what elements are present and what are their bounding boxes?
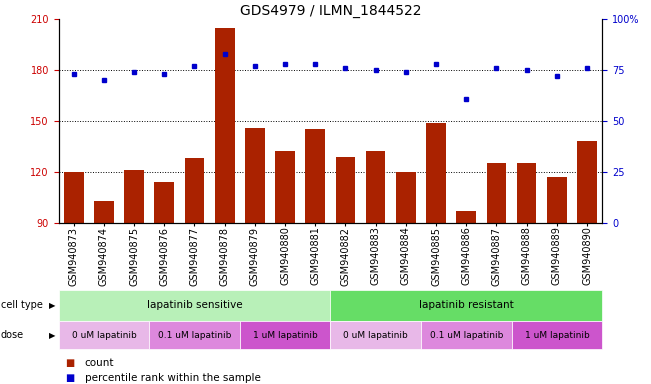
Bar: [577, 141, 597, 223]
Text: GSM940877: GSM940877: [189, 227, 199, 286]
Text: ▶: ▶: [49, 331, 55, 339]
Bar: [154, 182, 174, 223]
Text: GSM940890: GSM940890: [582, 227, 592, 285]
Bar: [517, 163, 536, 223]
Text: GSM940875: GSM940875: [129, 227, 139, 286]
Text: 1 uM lapatinib: 1 uM lapatinib: [253, 331, 318, 339]
Bar: [94, 201, 114, 223]
Text: percentile rank within the sample: percentile rank within the sample: [85, 373, 260, 383]
Bar: [245, 128, 265, 223]
Bar: [59, 321, 149, 349]
Bar: [305, 129, 325, 223]
Text: GSM940885: GSM940885: [431, 227, 441, 286]
Text: ▶: ▶: [49, 301, 55, 310]
Bar: [487, 163, 506, 223]
Bar: [331, 321, 421, 349]
Text: cell type: cell type: [1, 300, 42, 310]
Text: 0 uM lapatinib: 0 uM lapatinib: [72, 331, 136, 339]
Text: GSM940887: GSM940887: [492, 227, 501, 286]
Text: 0 uM lapatinib: 0 uM lapatinib: [343, 331, 408, 339]
Text: 0.1 uM lapatinib: 0.1 uM lapatinib: [158, 331, 231, 339]
Text: GSM940873: GSM940873: [69, 227, 79, 286]
Bar: [336, 157, 355, 223]
Bar: [421, 321, 512, 349]
Text: GSM940881: GSM940881: [311, 227, 320, 285]
Text: GSM940888: GSM940888: [521, 227, 532, 285]
Bar: [512, 321, 602, 349]
Bar: [185, 158, 204, 223]
Text: GSM940879: GSM940879: [250, 227, 260, 286]
Text: GSM940886: GSM940886: [462, 227, 471, 285]
Text: ■: ■: [65, 373, 74, 383]
Text: GSM940884: GSM940884: [401, 227, 411, 285]
Bar: [124, 170, 144, 223]
Text: 1 uM lapatinib: 1 uM lapatinib: [525, 331, 589, 339]
Text: ■: ■: [65, 358, 74, 368]
Bar: [396, 172, 416, 223]
Text: count: count: [85, 358, 114, 368]
Bar: [59, 290, 330, 321]
Bar: [275, 152, 295, 223]
Text: GSM940880: GSM940880: [280, 227, 290, 285]
Bar: [366, 152, 385, 223]
Text: dose: dose: [1, 330, 24, 340]
Text: GSM940882: GSM940882: [340, 227, 350, 286]
Bar: [426, 122, 446, 223]
Text: lapatinib resistant: lapatinib resistant: [419, 300, 514, 310]
Title: GDS4979 / ILMN_1844522: GDS4979 / ILMN_1844522: [240, 4, 421, 18]
Text: GSM940878: GSM940878: [219, 227, 230, 286]
Bar: [64, 172, 83, 223]
Bar: [547, 177, 566, 223]
Text: GSM940883: GSM940883: [370, 227, 381, 285]
Text: GSM940876: GSM940876: [159, 227, 169, 286]
Text: lapatinib sensitive: lapatinib sensitive: [146, 300, 242, 310]
Text: 0.1 uM lapatinib: 0.1 uM lapatinib: [430, 331, 503, 339]
Bar: [240, 321, 330, 349]
Bar: [215, 28, 234, 223]
Bar: [149, 321, 240, 349]
Bar: [331, 290, 602, 321]
Text: GSM940889: GSM940889: [552, 227, 562, 285]
Bar: [456, 211, 476, 223]
Text: GSM940874: GSM940874: [99, 227, 109, 286]
